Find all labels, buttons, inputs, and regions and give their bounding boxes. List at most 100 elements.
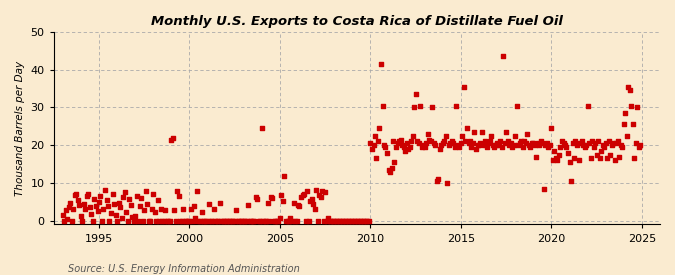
Point bbox=[580, 143, 591, 147]
Point bbox=[80, 207, 90, 211]
Point bbox=[348, 219, 359, 223]
Point bbox=[323, 216, 333, 220]
Point bbox=[146, 207, 157, 211]
Point bbox=[525, 145, 536, 149]
Point bbox=[394, 139, 404, 144]
Point bbox=[279, 174, 290, 178]
Point bbox=[344, 219, 354, 223]
Point bbox=[436, 143, 447, 147]
Point bbox=[122, 219, 133, 223]
Point bbox=[319, 219, 329, 223]
Point bbox=[583, 103, 593, 108]
Point bbox=[148, 192, 159, 196]
Point bbox=[416, 145, 427, 149]
Point bbox=[401, 141, 412, 145]
Point bbox=[84, 205, 95, 210]
Point bbox=[234, 219, 244, 223]
Point bbox=[192, 189, 202, 193]
Point bbox=[442, 181, 453, 185]
Point bbox=[65, 200, 76, 205]
Point bbox=[126, 203, 136, 207]
Point bbox=[204, 202, 215, 206]
Title: Monthly U.S. Exports to Costa Rica of Distillate Fuel Oil: Monthly U.S. Exports to Costa Rica of Di… bbox=[151, 15, 563, 28]
Point bbox=[497, 54, 508, 59]
Point bbox=[232, 219, 243, 223]
Point bbox=[493, 143, 504, 147]
Point bbox=[590, 141, 601, 145]
Point bbox=[107, 192, 118, 196]
Point bbox=[175, 219, 186, 223]
Point bbox=[418, 143, 429, 147]
Point bbox=[187, 219, 198, 223]
Point bbox=[71, 192, 82, 196]
Point bbox=[558, 141, 569, 145]
Point bbox=[606, 143, 617, 147]
Point bbox=[310, 188, 321, 193]
Point bbox=[221, 219, 232, 223]
Point bbox=[194, 219, 205, 223]
Point bbox=[130, 214, 140, 218]
Point bbox=[208, 207, 219, 211]
Point bbox=[528, 141, 539, 145]
Point bbox=[72, 198, 83, 202]
Point bbox=[314, 193, 325, 197]
Point bbox=[76, 214, 86, 218]
Text: Source: U.S. Energy Information Administration: Source: U.S. Energy Information Administ… bbox=[68, 264, 299, 274]
Point bbox=[240, 219, 250, 223]
Point bbox=[427, 105, 437, 110]
Point bbox=[128, 219, 139, 223]
Point bbox=[501, 130, 512, 134]
Point bbox=[464, 139, 475, 144]
Point bbox=[88, 219, 99, 223]
Point bbox=[360, 219, 371, 223]
Point bbox=[596, 149, 607, 153]
Point bbox=[566, 179, 576, 183]
Point bbox=[294, 204, 305, 208]
Point bbox=[291, 219, 302, 223]
Point bbox=[547, 158, 558, 163]
Point bbox=[287, 219, 298, 223]
Point bbox=[134, 204, 145, 208]
Point bbox=[502, 139, 513, 144]
Point bbox=[238, 219, 249, 223]
Point bbox=[617, 145, 628, 149]
Point bbox=[159, 219, 169, 223]
Point bbox=[628, 122, 639, 127]
Point bbox=[244, 219, 255, 223]
Point bbox=[166, 137, 177, 142]
Point bbox=[190, 216, 201, 220]
Point bbox=[94, 200, 105, 204]
Point bbox=[216, 219, 227, 223]
Point bbox=[104, 219, 115, 223]
Point bbox=[359, 219, 370, 223]
Point bbox=[309, 207, 320, 211]
Point bbox=[587, 139, 597, 144]
Point bbox=[385, 169, 396, 174]
Point bbox=[237, 219, 248, 223]
Point bbox=[70, 193, 80, 197]
Point bbox=[500, 141, 510, 145]
Point bbox=[406, 139, 416, 144]
Point bbox=[253, 219, 264, 223]
Point bbox=[540, 143, 551, 147]
Point bbox=[419, 145, 430, 149]
Point bbox=[358, 219, 369, 223]
Point bbox=[270, 219, 281, 223]
Point bbox=[593, 139, 603, 144]
Point bbox=[519, 139, 530, 144]
Point bbox=[271, 219, 282, 223]
Point bbox=[302, 189, 313, 193]
Point bbox=[263, 200, 273, 205]
Point bbox=[95, 194, 106, 198]
Point bbox=[98, 207, 109, 211]
Point bbox=[549, 149, 560, 153]
Point bbox=[193, 219, 204, 223]
Point bbox=[383, 167, 394, 172]
Point bbox=[82, 194, 92, 198]
Point bbox=[109, 202, 119, 206]
Point bbox=[375, 62, 386, 66]
Point bbox=[463, 141, 474, 145]
Point bbox=[552, 158, 563, 163]
Point bbox=[367, 147, 377, 151]
Point bbox=[478, 143, 489, 147]
